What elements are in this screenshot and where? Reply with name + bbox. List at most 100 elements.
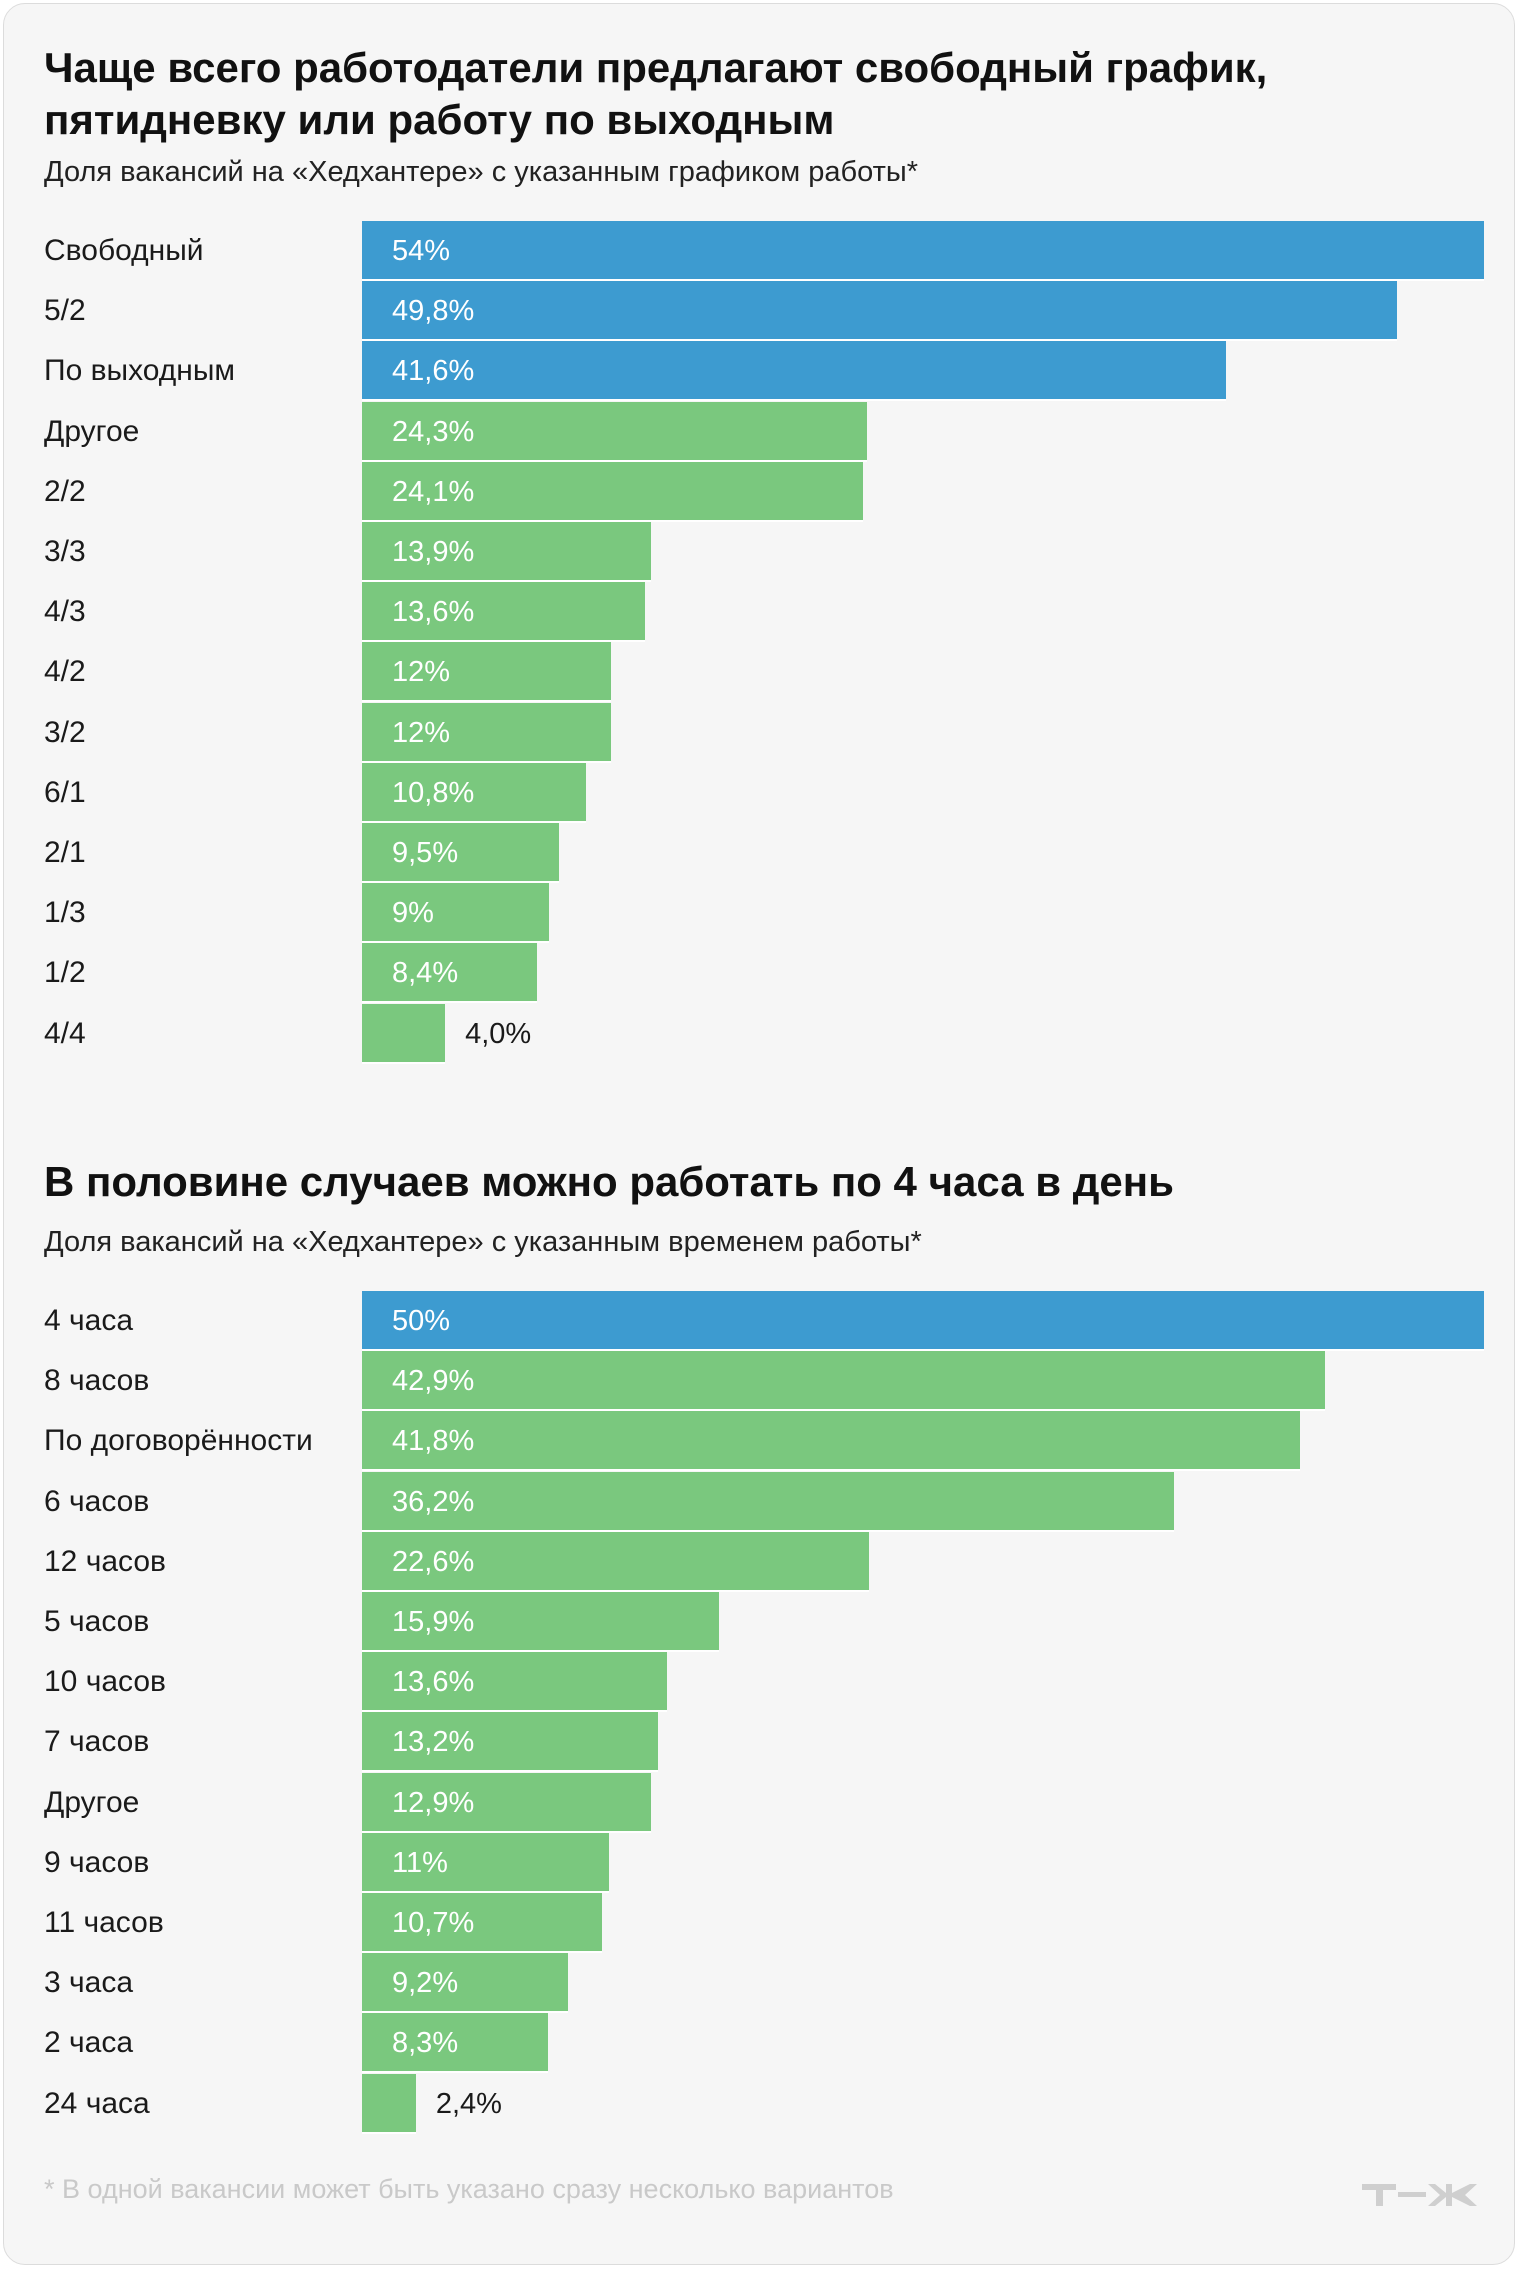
bar [362,341,1227,402]
value-label: 54% [392,235,451,267]
value-label: 12,9% [392,1786,475,1819]
bar [362,401,867,462]
bar-row: По договорённости 41,8% [44,1411,1484,1472]
category-label: 2/2 [44,474,86,508]
value-label: 22,6% [392,1545,475,1578]
bar [362,1953,569,2014]
bar-row: 3/3 13,9% [44,522,1484,582]
bar-row: 4/2 12% [44,642,1484,703]
category-label: 1/2 [44,956,86,990]
bar-row: 5 часов 15,9% [44,1592,1484,1652]
value-label: 13,6% [392,596,475,629]
category-label: 6 часов [44,1484,150,1518]
category-label: 3 часа [44,1966,134,2000]
value-label: 8,3% [392,2027,459,2060]
category-label: 4/4 [44,1016,86,1050]
category-label: 4/2 [44,655,86,689]
category-label: 3/2 [44,715,86,749]
value-label: 49,8% [392,295,475,328]
value-label: 50% [392,1305,451,1337]
chart1-title: Чаще всего работодатели предлагают свобо… [44,44,1268,143]
bar [362,1592,719,1652]
category-label: По договорённости [44,1424,313,1458]
bar-row: 2 часа 8,3% [44,2013,1484,2074]
bar-row: Другое 24,3% [44,401,1484,462]
bar [362,221,1484,281]
bar-row: 3 часа 9,2% [44,1953,1484,2014]
bar-row: 12 часов 22,6% [44,1531,1484,1592]
value-label: 10,7% [392,1907,475,1939]
category-label: 4/3 [44,595,86,629]
bar-row: Другое 12,9% [44,1772,1484,1833]
bar [362,642,612,703]
category-label: 3/3 [44,535,86,568]
bar-row: 4 часа 50% [44,1291,1484,1351]
value-label: 41,8% [392,1425,475,1458]
bar-row: 7 часов 13,2% [44,1712,1484,1773]
bar [362,1351,1325,1412]
bar-row: 24 часа 2,4% [44,2073,1484,2134]
bar [362,1471,1175,1532]
category-label: 10 часов [44,1665,166,1699]
category-label: 24 часа [44,2086,150,2120]
value-label: 36,2% [392,1485,475,1518]
bar-row: 4/4 4,0% [44,1003,1484,1064]
value-label: 2,4% [435,2087,502,2120]
chart2-subtitle: Доля вакансий на «Хедхантере» с указанны… [44,1226,922,1258]
value-label: 41,6% [392,355,475,388]
bar [362,702,612,763]
bar [362,1291,1484,1351]
category-label: Свободный [44,234,204,267]
bar-row: 2/1 9,5% [44,823,1484,883]
value-label: 15,9% [392,1606,475,1638]
bar [362,762,587,823]
bar-row: 5/2 49,8% [44,281,1484,342]
bar [362,1893,603,1953]
bar-row: 10 часов 13,6% [44,1652,1484,1713]
value-label: 24,1% [392,475,475,508]
chart-card: Чаще всего работодатели предлагают свобо… [3,3,1515,2265]
category-label: 2/1 [44,836,86,869]
bar-row: 11 часов 10,7% [44,1893,1484,1953]
category-label: 11 часов [44,1906,164,1939]
bar-row: 9 часов 11% [44,1832,1484,1893]
value-label: 24,3% [392,415,475,448]
bar [362,1003,446,1064]
bar-row: 8 часов 42,9% [44,1351,1484,1412]
footnote: * В одной вакансии может быть указано ср… [44,2174,894,2204]
bar [362,1652,668,1713]
bar-row: По выходным 41,6% [44,341,1484,402]
bar [362,281,1397,342]
value-label: 13,9% [392,536,475,568]
bar [362,823,560,883]
bar [362,883,549,944]
bar-row: 6 часов 36,2% [44,1471,1484,1532]
value-label: 9,5% [392,837,459,869]
bar [362,1712,659,1773]
value-label: 10,8% [392,776,475,809]
chart2-title: В половине случаев можно работать по 4 ч… [44,1158,1174,1205]
value-label: 4,0% [465,1017,532,1050]
value-label: 12% [392,656,451,689]
value-label: 13,6% [392,1666,475,1699]
bar [362,2013,549,2074]
category-label: 5 часов [44,1605,150,1638]
value-label: 42,9% [392,1365,475,1398]
bar [362,522,651,582]
value-label: 13,2% [392,1726,475,1759]
category-label: 7 часов [44,1725,150,1759]
tzh-logo-icon [1362,2184,1477,2206]
value-label: 9,2% [392,1967,459,2000]
category-label: Другое [44,414,140,448]
category-label: 9 часов [44,1845,150,1879]
bar [362,582,645,643]
category-label: По выходным [44,354,236,388]
bar-row: 6/1 10,8% [44,762,1484,823]
bar-row: 3/2 12% [44,702,1484,763]
category-label: 8 часов [44,1364,150,1398]
category-label: 6/1 [44,775,86,809]
chart1-subtitle: Доля вакансий на «Хедхантере» с указанны… [44,156,918,188]
category-label: Другое [44,1785,140,1819]
value-label: 12% [392,716,451,749]
category-label: 5/2 [44,294,86,328]
